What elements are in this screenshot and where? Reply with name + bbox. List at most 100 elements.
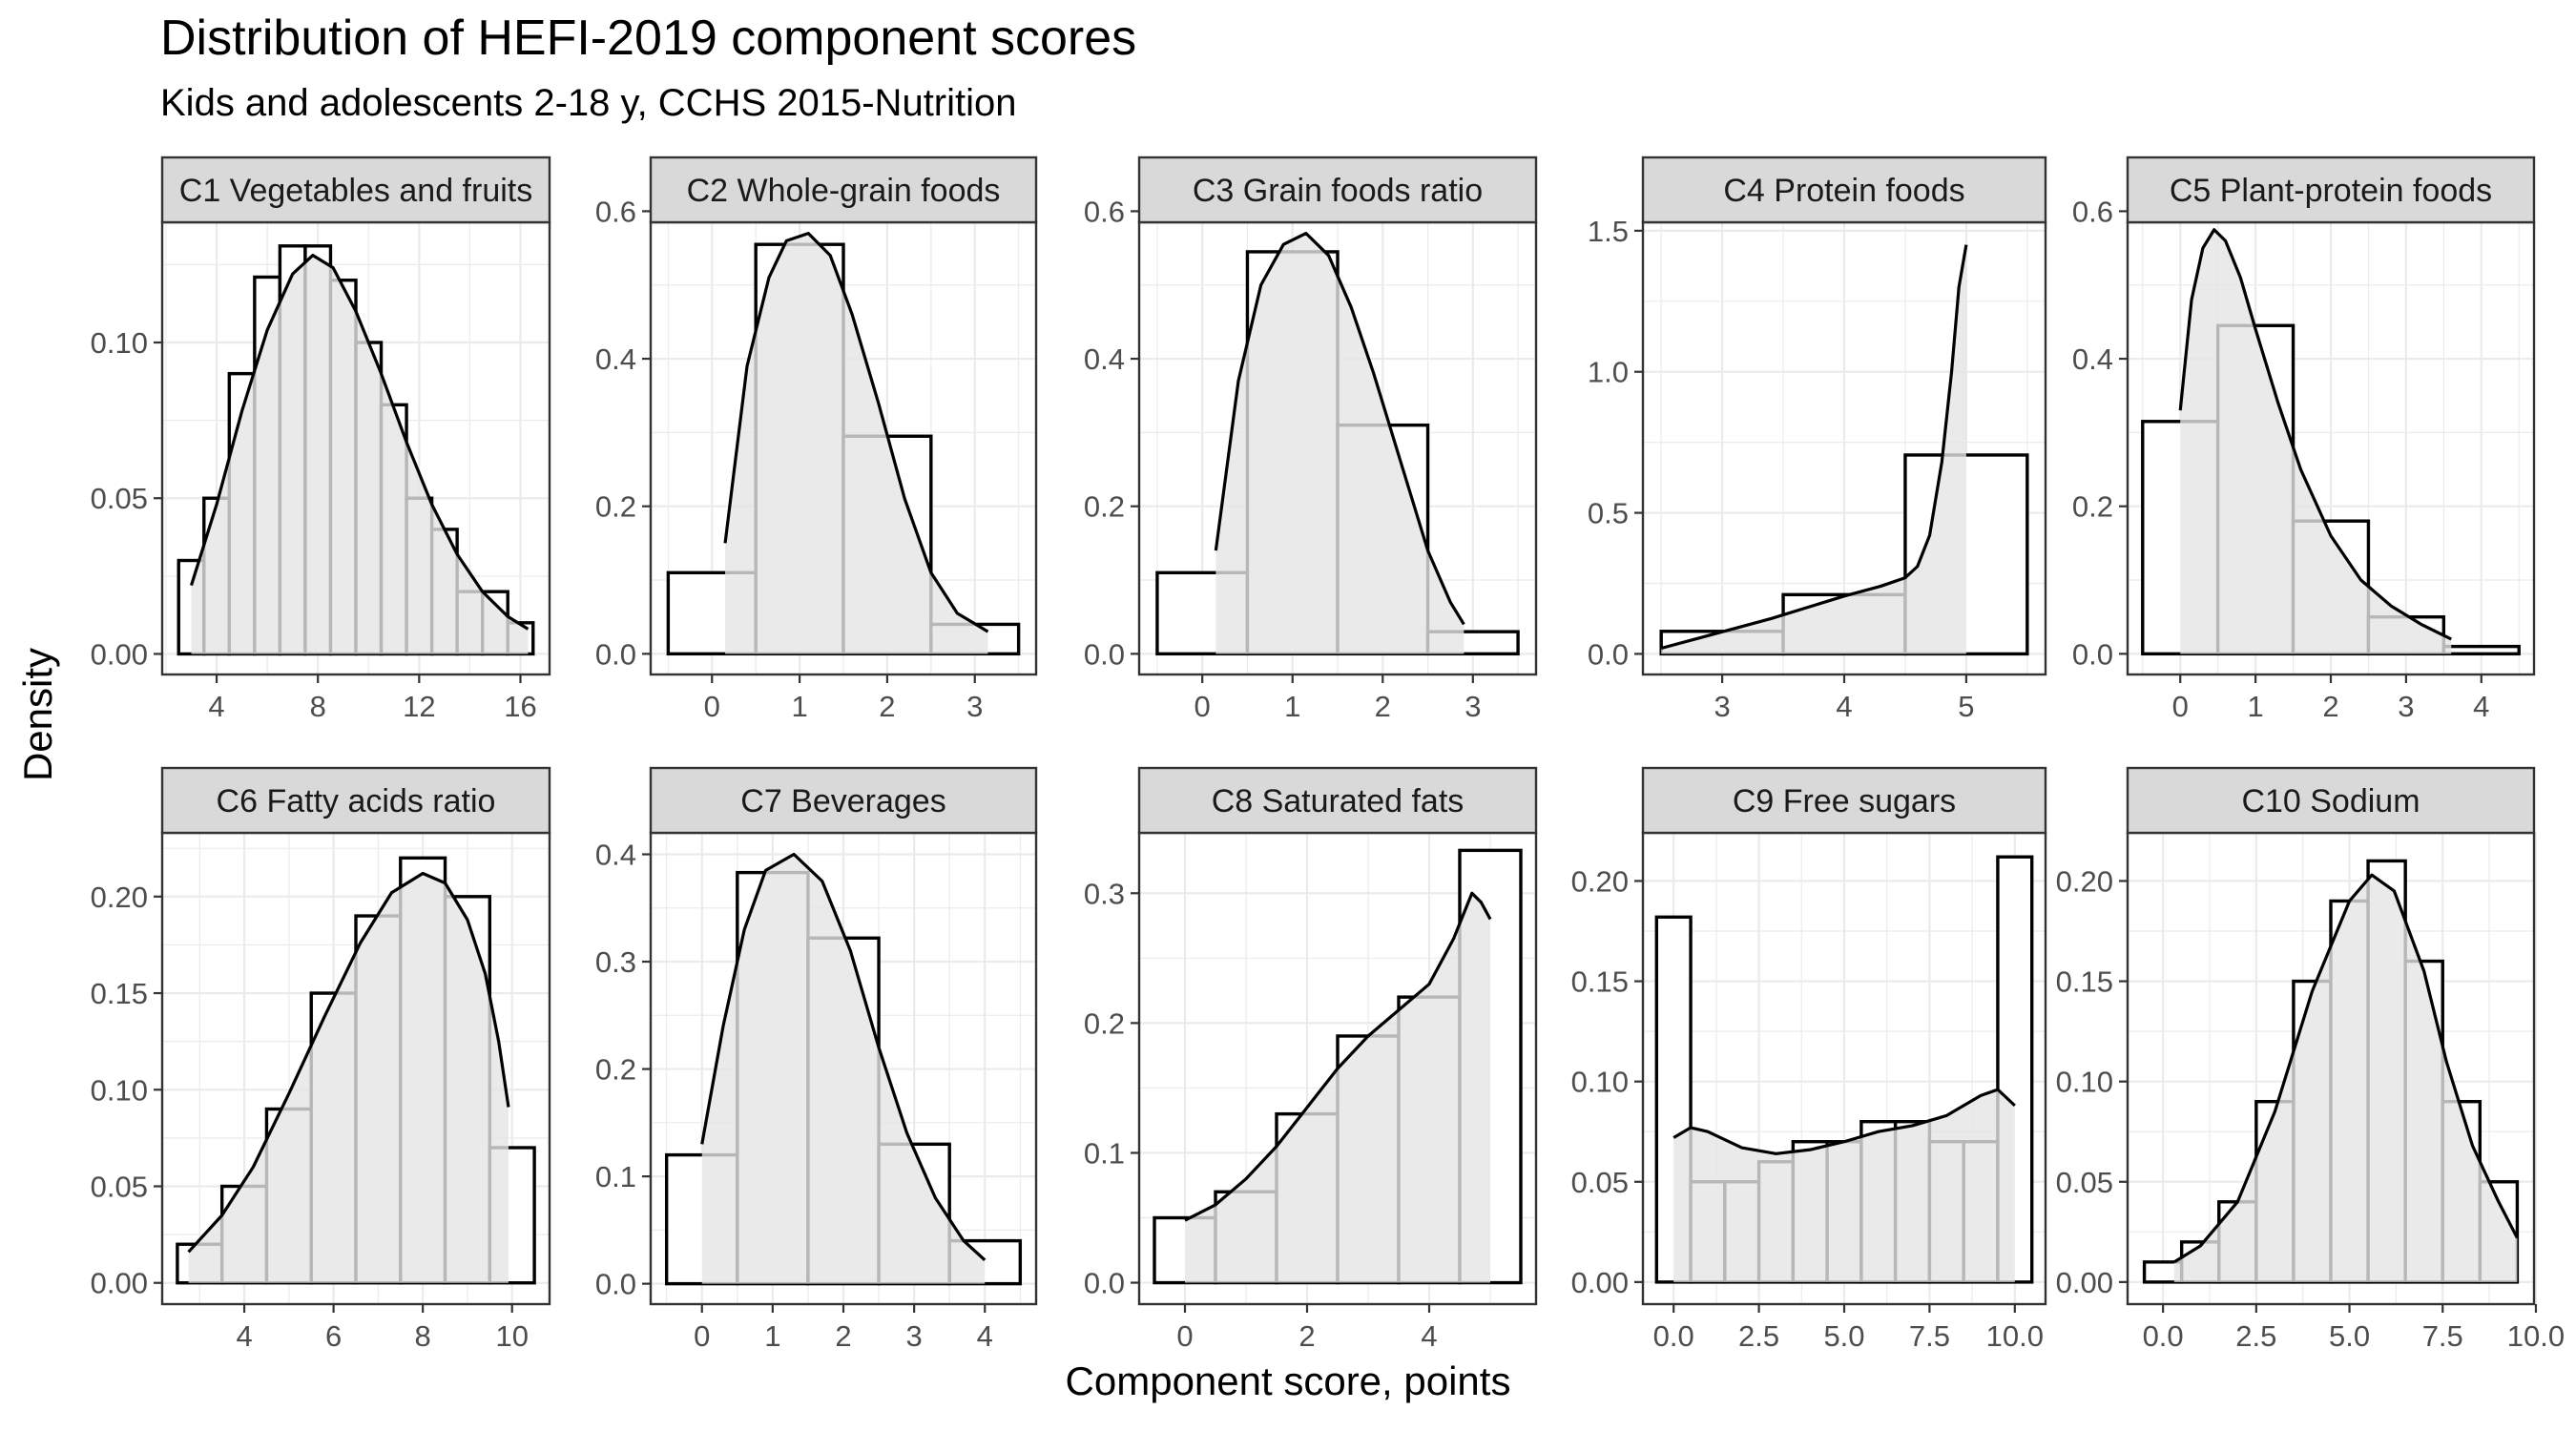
y-tick-label: 0.10 bbox=[91, 1073, 148, 1107]
y-tick-label: 0.00 bbox=[91, 1267, 148, 1300]
facet-strip bbox=[2126, 766, 2536, 835]
x-tick-label: 10 bbox=[495, 1319, 528, 1353]
facet-label: C6 Fatty acids ratio bbox=[217, 783, 496, 819]
facet-strip bbox=[1137, 156, 1538, 224]
density-curve bbox=[189, 254, 530, 631]
density-curve bbox=[187, 871, 510, 1254]
density-area bbox=[1215, 233, 1465, 654]
x-tick-label: 4 bbox=[977, 1319, 993, 1353]
density-area bbox=[1185, 893, 1490, 1283]
panel: C4 Protein foods 3 4 5 0.0 0.5 1.0 1.5 bbox=[1588, 156, 2047, 723]
y-tick-label: 0.4 bbox=[595, 342, 636, 376]
y-tick-label: 0.00 bbox=[91, 637, 148, 671]
x-tick-label: 8 bbox=[310, 690, 326, 723]
x-tick-label: 2.5 bbox=[2235, 1319, 2276, 1353]
x-tick-label: 0 bbox=[694, 1319, 710, 1353]
x-tick-label: 5 bbox=[1958, 690, 1974, 723]
facet-label: C4 Protein foods bbox=[1723, 173, 1964, 209]
x-tick-label: 1 bbox=[791, 690, 807, 723]
facet-label: C5 Plant-protein foods bbox=[2170, 173, 2492, 209]
x-tick-label: 3 bbox=[1465, 690, 1481, 723]
density-curve bbox=[1660, 244, 1968, 651]
y-tick-label: 0.0 bbox=[595, 1268, 636, 1301]
x-tick-label: 10.0 bbox=[1986, 1319, 2044, 1353]
density-area bbox=[1661, 244, 1966, 654]
y-tick-label: 0.15 bbox=[2056, 965, 2113, 999]
panel: C9 Free sugars 0.0 2.5 5.0 7.5 10.0 0.00 0.05 0.… bbox=[1571, 766, 2047, 1353]
x-tick-label: 2.5 bbox=[1738, 1319, 1779, 1353]
facet-strip bbox=[1641, 766, 2047, 835]
x-tick-label: 2 bbox=[2322, 690, 2338, 723]
density-curve bbox=[2178, 228, 2452, 641]
chart-subtitle: Kids and adolescents 2-18 y, CCHS 2015-N… bbox=[160, 82, 1017, 124]
facet-strip bbox=[1137, 766, 1538, 835]
y-tick-label: 0.6 bbox=[1084, 195, 1125, 228]
x-tick-label: 0 bbox=[1176, 1319, 1193, 1353]
y-tick-label: 0.2 bbox=[2072, 490, 2113, 524]
y-tick-label: 0.1 bbox=[1084, 1136, 1125, 1170]
y-tick-label: 0.2 bbox=[595, 1053, 636, 1087]
y-tick-label: 0.05 bbox=[91, 1171, 148, 1204]
x-tick-label: 0.0 bbox=[2143, 1319, 2184, 1353]
x-tick-label: 1 bbox=[2247, 690, 2263, 723]
x-tick-label: 0 bbox=[704, 690, 720, 723]
y-tick-label: 0.05 bbox=[1571, 1166, 1629, 1199]
x-tick-label: 0.0 bbox=[1653, 1319, 1694, 1353]
y-tick-label: 0.10 bbox=[2056, 1066, 2113, 1099]
density-area bbox=[701, 854, 986, 1284]
y-tick-label: 0.4 bbox=[595, 839, 636, 872]
chart-title: Distribution of HEFI-2019 component scor… bbox=[160, 10, 1137, 66]
facet-strip bbox=[649, 156, 1038, 224]
density-curve bbox=[723, 231, 989, 633]
x-tick-label: 2 bbox=[1298, 1319, 1315, 1353]
x-tick-label: 4 bbox=[1421, 1319, 1437, 1353]
y-tick-label: 0.20 bbox=[2056, 864, 2113, 898]
x-tick-label: 3 bbox=[2398, 690, 2414, 723]
x-tick-label: 8 bbox=[415, 1319, 431, 1353]
panel: C1 Vegetables and fruits 4 8 12 16 0.00 0.05 0.… bbox=[91, 156, 551, 723]
facet-label: C10 Sodium bbox=[2241, 783, 2420, 819]
x-tick-label: 6 bbox=[325, 1319, 342, 1353]
density-area bbox=[2180, 229, 2452, 654]
y-tick-label: 0.00 bbox=[1571, 1266, 1629, 1299]
y-tick-label: 0.4 bbox=[1084, 342, 1125, 376]
x-tick-label: 5.0 bbox=[2329, 1319, 2370, 1353]
y-tick-label: 0.0 bbox=[595, 637, 636, 671]
density-area bbox=[188, 873, 509, 1283]
y-tick-label: 0.3 bbox=[595, 945, 636, 979]
y-tick-label: 0.05 bbox=[91, 482, 148, 515]
x-tick-label: 7.5 bbox=[1909, 1319, 1950, 1353]
facet-label: C9 Free sugars bbox=[1733, 783, 1956, 819]
panel: C2 Whole-grain foods 0 1 2 3 0.0 0.2 0.4 0.6 bbox=[595, 156, 1038, 723]
facet-label: C2 Whole-grain foods bbox=[687, 173, 1001, 209]
y-tick-label: 0.4 bbox=[2072, 342, 2113, 376]
x-tick-label: 16 bbox=[504, 690, 536, 723]
panel: C3 Grain foods ratio 0 1 2 3 0.0 0.2 0.4 0.6 bbox=[1084, 156, 1538, 723]
y-tick-label: 0.05 bbox=[2056, 1166, 2113, 1199]
x-tick-label: 2 bbox=[1375, 690, 1391, 723]
facet-strip bbox=[160, 766, 551, 835]
panel: C10 Sodium 0.0 2.5 5.0 7.5 10.0 0.00 0.05 0.10 0.… bbox=[2056, 766, 2565, 1353]
y-tick-label: 0.5 bbox=[1588, 497, 1629, 530]
y-tick-label: 1.5 bbox=[1588, 215, 1629, 248]
histogram-bar bbox=[2441, 644, 2521, 656]
x-tick-label: 2 bbox=[835, 1319, 851, 1353]
y-tick-label: 0.1 bbox=[595, 1160, 636, 1193]
panel: C7 Beverages 0 1 2 3 4 0.0 0.1 0.2 0.3 0.4 bbox=[595, 766, 1038, 1353]
y-tick-label: 0.0 bbox=[2072, 637, 2113, 671]
y-tick-label: 0.20 bbox=[1571, 864, 1629, 898]
y-tick-label: 0.2 bbox=[1084, 490, 1125, 524]
y-tick-label: 0.2 bbox=[1084, 1006, 1125, 1040]
density-area bbox=[191, 255, 529, 654]
panel: C6 Fatty acids ratio 4 6 8 10 0.00 0.05 0.10 0.1… bbox=[91, 766, 551, 1353]
y-tick-label: 0.15 bbox=[91, 977, 148, 1010]
x-tick-label: 5.0 bbox=[1823, 1319, 1864, 1353]
facet-label: C1 Vegetables and fruits bbox=[179, 173, 532, 209]
panel: C8 Saturated fats 0 2 4 0.0 0.1 0.2 0.3 bbox=[1084, 766, 1538, 1353]
facet-strip bbox=[160, 156, 551, 224]
density-curve bbox=[1214, 231, 1465, 626]
y-tick-label: 0.20 bbox=[91, 881, 148, 914]
facet-strip bbox=[649, 766, 1038, 835]
